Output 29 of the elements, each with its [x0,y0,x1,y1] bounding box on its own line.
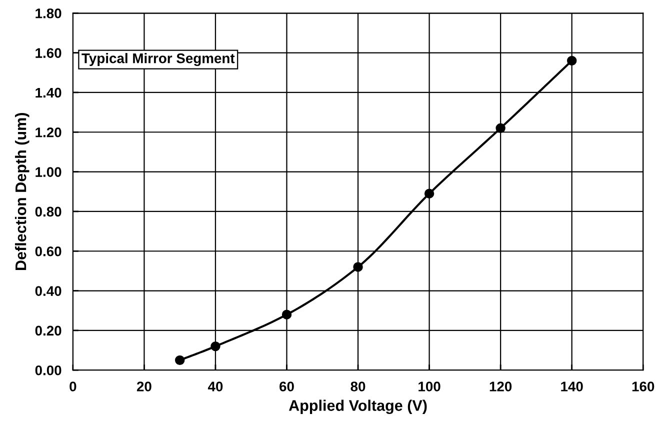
annotation: Typical Mirror Segment [82,53,235,66]
y-tick-label: 1.80 [36,8,62,18]
y-tick-label: 0.80 [35,206,62,217]
point [210,341,220,352]
y-tick-label: 1.00 [36,167,62,177]
x-tick-label: 120 [490,382,512,392]
y-tick-label: 0.40 [35,286,62,296]
x-tick-label: 160 [632,382,654,392]
x-tick-label: 100 [418,382,440,392]
x-tick-label: 0 [70,382,76,392]
x-tick-label: 140 [561,382,583,392]
y-tick-label: 1.60 [36,48,62,58]
x-tick-label: 60 [280,382,294,392]
point [566,56,577,66]
x-tick-label: 80 [350,382,366,392]
y-tick-label: 1.40 [36,88,62,98]
x-tick-label: 40 [208,382,223,392]
x-axis-title: Applied Voltage (V) [288,400,427,414]
y-tick-label: 0.60 [35,246,62,256]
x-tick-label: 20 [136,382,152,392]
y-tick-label: 0.00 [35,365,62,376]
point [496,123,506,134]
y-tick-label: 1.20 [36,127,62,138]
y-axis-title: Deflection Depth (um) [14,113,30,270]
y-tick-label: 0.20 [35,326,62,336]
point [174,355,185,366]
point [424,188,434,198]
point [282,310,292,320]
point [353,262,363,272]
